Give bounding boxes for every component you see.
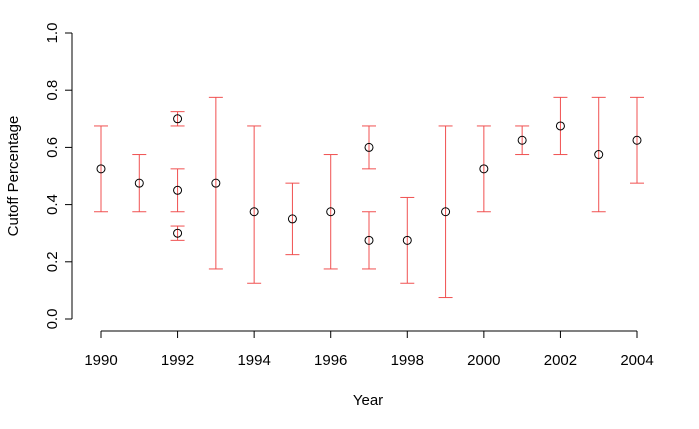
y-tick-label: 1.0 [44, 23, 61, 44]
x-axis: 1990 1992 1994 1996 1998 2000 2002 2004 [84, 330, 654, 369]
data-point [402, 235, 412, 245]
x-tick-label: 1994 [237, 352, 270, 369]
y-tick-label: 0.2 [44, 251, 61, 272]
data-point [364, 142, 374, 152]
x-tick-label: 2000 [467, 352, 500, 369]
data-point [517, 135, 527, 145]
data-point [555, 121, 565, 131]
error-bar [362, 211, 376, 270]
data-point [326, 207, 336, 217]
error-bar [630, 96, 644, 184]
error-bar [476, 125, 491, 213]
y-tick-label: 0.6 [44, 137, 61, 158]
data-point [594, 150, 604, 160]
x-tick-label: 2002 [544, 352, 577, 369]
error-bar [438, 125, 453, 299]
y-tick-label: 0.4 [44, 194, 61, 215]
x-tick-label: 1990 [84, 352, 117, 369]
error-bar [94, 125, 108, 213]
data-point [96, 164, 106, 174]
error-bar [515, 125, 530, 156]
error-bar [208, 96, 223, 270]
error-bars [94, 96, 644, 299]
error-bar [553, 96, 568, 156]
error-bar [362, 125, 376, 170]
data-point [173, 228, 183, 238]
y-axis-title: Cutoff Percentage [5, 116, 22, 237]
data-point [134, 178, 144, 188]
error-bar [400, 196, 415, 284]
data-point [211, 178, 221, 188]
data-point [479, 164, 489, 174]
data-points [96, 114, 642, 245]
x-tick-label: 1996 [314, 352, 347, 369]
data-point [364, 235, 374, 245]
data-point [441, 207, 451, 217]
data-point [287, 214, 297, 224]
x-axis-title: Year [353, 392, 383, 409]
data-point [173, 114, 183, 124]
error-bar [323, 154, 338, 270]
x-tick-label: 1992 [161, 352, 194, 369]
data-point [632, 135, 642, 145]
data-point [173, 185, 183, 195]
error-bar [170, 168, 185, 213]
error-bar [247, 125, 262, 284]
error-bar [170, 225, 185, 241]
error-bar [285, 182, 300, 256]
y-tick-label: 0.0 [44, 309, 61, 330]
y-axis: 0.0 0.2 0.4 0.6 0.8 1.0 [44, 23, 73, 330]
error-bar [132, 154, 147, 213]
data-point [249, 207, 259, 217]
error-bar [170, 111, 185, 127]
error-bar [591, 96, 606, 213]
x-tick-label: 1998 [391, 352, 424, 369]
x-tick-label: 2004 [620, 352, 653, 369]
y-tick-label: 0.8 [44, 80, 61, 101]
